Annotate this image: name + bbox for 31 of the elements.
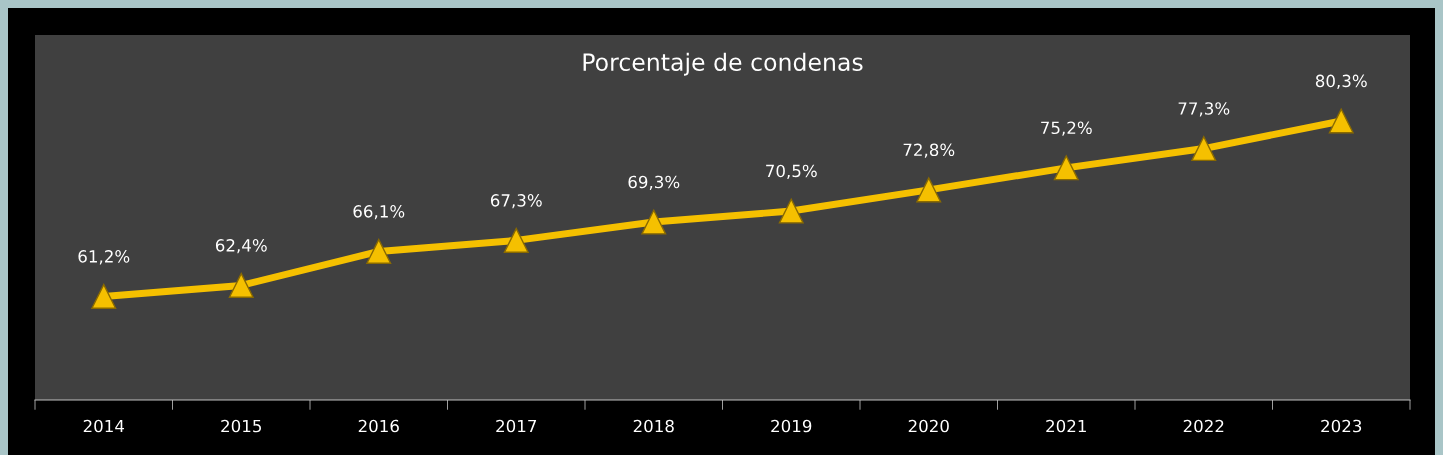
data-label: 69,3%: [628, 175, 680, 190]
x-tick-label: 2020: [908, 419, 949, 433]
data-label: 77,3%: [1178, 102, 1230, 117]
x-tick-label: 2022: [1183, 419, 1224, 433]
x-tick-label: 2015: [221, 419, 261, 433]
point: [366, 238, 392, 264]
x-tick-label: 2021: [1046, 419, 1086, 433]
x-tick-label: 2016: [358, 419, 399, 433]
x-tick-label: 2023: [1321, 419, 1362, 433]
data-label: 70,5%: [766, 164, 817, 179]
x-tick-label: 2014: [83, 419, 125, 433]
x-tick-label: 2019: [771, 419, 812, 433]
chart-title: Porcentaje de condenas: [583, 52, 863, 76]
x-tick-label: 2017: [496, 419, 537, 433]
data-label: 75,2%: [1041, 121, 1092, 136]
point: [1191, 136, 1217, 162]
point: [503, 227, 529, 253]
data-label: 67,3%: [490, 194, 542, 209]
data-label: 62,4%: [215, 239, 267, 254]
data-label: 61,2%: [78, 250, 130, 265]
point: [228, 272, 254, 298]
point: [916, 177, 942, 203]
x-tick-label: 2018: [633, 419, 674, 433]
data-label: 72,8%: [903, 143, 955, 158]
point: [778, 198, 804, 224]
point: [641, 209, 667, 235]
point: [1053, 155, 1079, 181]
point: [91, 283, 117, 309]
data-label: 80,3%: [1315, 74, 1367, 89]
data-label: 66,1%: [353, 205, 405, 220]
point: [1328, 108, 1354, 134]
